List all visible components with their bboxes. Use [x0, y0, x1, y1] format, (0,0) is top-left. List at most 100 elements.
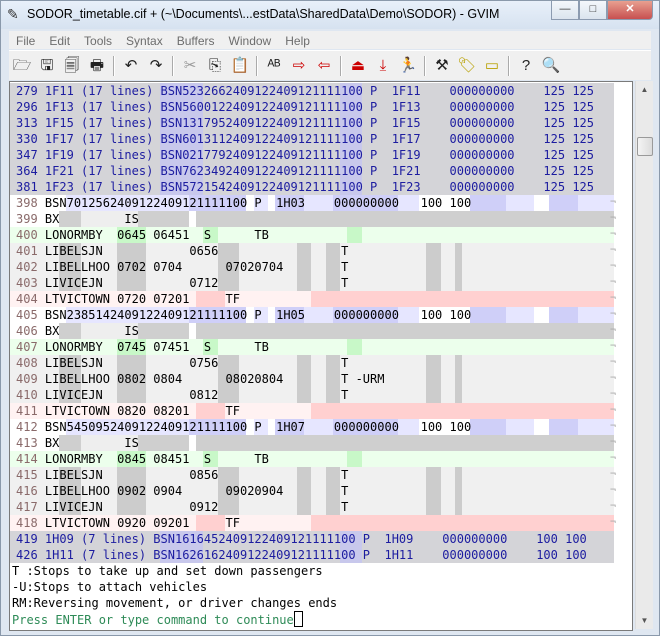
syntax-highlight — [325, 259, 340, 275]
text-line[interactable]: 398 BSN7012562409122409121111100 P 1H03 … — [10, 195, 614, 211]
save-all-icon[interactable]: 🗐 — [64, 56, 80, 74]
text-line[interactable]: 403 LIVICEJN 0712 T — [10, 275, 614, 291]
syntax-highlight — [332, 307, 398, 323]
folded-line[interactable]: 419 1H09 (7 lines) BSN161645240912240912… — [10, 531, 614, 547]
text-editor[interactable]: 279 1F11 (17 lines) BSN52326624091224091… — [9, 81, 633, 631]
find-help-icon[interactable]: 🔍 — [541, 56, 561, 74]
syntax-highlight — [325, 387, 340, 403]
folded-line[interactable]: 279 1F11 (17 lines) BSN52326624091224091… — [10, 83, 614, 99]
folded-line[interactable]: 426 1H11 (7 lines) BSN162616240912240912… — [10, 547, 614, 563]
copy-icon[interactable]: ⎘ — [208, 56, 221, 74]
run-script-icon[interactable]: 🏃 — [398, 56, 418, 74]
syntax-highlight — [138, 435, 189, 451]
close-button[interactable]: ✕ — [607, 1, 653, 20]
line-text: 1H09 (7 lines) BSN1616452409122409121111… — [44, 532, 587, 546]
syntax-highlight — [217, 259, 240, 275]
replace-icon[interactable]: ᴬᴮ — [267, 56, 281, 74]
syntax-highlight — [455, 355, 463, 371]
syntax-highlight — [196, 515, 225, 531]
maximize-button[interactable]: □ — [579, 1, 607, 20]
syntax-highlight — [455, 387, 463, 403]
syntax-highlight — [469, 307, 506, 323]
text-line[interactable]: 415 LIBELSJN 0856 T — [10, 467, 614, 483]
undo-icon[interactable]: ↶ — [124, 56, 138, 74]
text-line[interactable]: 405 BSN2385142409122409121111100 P 1H05 … — [10, 307, 614, 323]
text-line[interactable]: 399 BX IS — [10, 211, 614, 227]
save-icon[interactable]: 🖫 — [40, 56, 54, 74]
scroll-up-button[interactable]: ▲ — [640, 85, 649, 94]
make-icon[interactable]: ⚒ — [435, 56, 449, 74]
text-line[interactable]: 400 LONORMBY 0645 06451 S TB — [10, 227, 614, 243]
syntax-highlight — [340, 147, 362, 163]
toolbar-separator — [172, 55, 174, 76]
menu-buffers[interactable]: Buffers — [176, 34, 215, 48]
eol-marker: ¬ — [610, 453, 617, 464]
help-icon[interactable]: ? — [521, 56, 531, 74]
syntax-highlight — [304, 195, 333, 211]
menu-file[interactable]: File — [16, 34, 36, 48]
text-line[interactable]: 417 LIVICEJN 0912 T — [10, 499, 614, 515]
command-prompt[interactable]: Press ENTER or type command to continue — [12, 611, 303, 628]
folded-line[interactable]: 381 1F23 (17 lines) BSN57215424091224091… — [10, 179, 614, 195]
text-line[interactable]: 408 LIBELSJN 0756 T — [10, 355, 614, 371]
syntax-highlight — [469, 195, 506, 211]
message-line: RM:Reversing movement, or driver changes… — [12, 596, 338, 610]
text-line[interactable]: 404 LTVICTOWN 0720 07201 TF — [10, 291, 614, 307]
text-line[interactable]: 412 BSN5450952409122409121111100 P 1H07 … — [10, 419, 614, 435]
line-content: 408 LIBELSJN 0756 T — [16, 355, 348, 371]
folded-line[interactable]: 313 1F15 (17 lines) BSN13179524091224091… — [10, 115, 614, 131]
syntax-highlight — [325, 499, 340, 515]
syntax-highlight — [296, 483, 312, 499]
text-line[interactable]: 413 BX IS — [10, 435, 614, 451]
syntax-highlight — [325, 467, 340, 483]
eol-marker: ¬ — [610, 245, 617, 256]
line-text: LTVICTOWN 0720 07201 TF — [44, 292, 240, 306]
open-icon[interactable]: 🗁 — [12, 56, 32, 74]
scroll-down-button[interactable]: ▼ — [640, 616, 649, 625]
menu-window[interactable]: Window — [228, 34, 272, 48]
scrollbar-thumb[interactable] — [637, 137, 653, 156]
text-line[interactable]: 414 LONORMBY 0845 08451 S TB — [10, 451, 614, 467]
menu-syntax[interactable]: Syntax — [126, 34, 163, 48]
text-line[interactable]: 411 LTVICTOWN 0820 08201 TF — [10, 403, 614, 419]
text-line[interactable]: 418 LTVICTOWN 0920 09201 TF — [10, 515, 614, 531]
text-line[interactable]: 416 LIBELLHOO 0902 0904 09020904 T — [10, 483, 614, 499]
toolbar-separator — [256, 55, 258, 76]
text-line[interactable]: 402 LIBELLHOO 0702 0704 07020704 T — [10, 259, 614, 275]
text-line[interactable]: 401 LIBELSJN 0656 T — [10, 243, 614, 259]
print-icon[interactable]: 🖶 — [89, 56, 105, 74]
save-session-icon[interactable]: ⤓ — [379, 56, 387, 74]
syntax-highlight — [188, 307, 247, 323]
folded-line[interactable]: 347 1F19 (17 lines) BSN02177924091224091… — [10, 147, 614, 163]
text-line[interactable]: 409 LIBELLHOO 0802 0804 08020804 T -URM — [10, 371, 614, 387]
line-content: 402 LIBELLHOO 0702 0704 07020704 T — [16, 259, 348, 275]
text-line[interactable]: 407 LONORMBY 0745 07451 S TB — [10, 339, 614, 355]
syntax-highlight — [116, 451, 146, 467]
syntax-highlight — [217, 483, 240, 499]
folded-line[interactable]: 296 1F13 (17 lines) BSN56001224091224091… — [10, 99, 614, 115]
menu-edit[interactable]: Edit — [49, 34, 71, 48]
paste-icon[interactable]: 📋 — [230, 56, 250, 74]
text-line[interactable]: 406 BX IS — [10, 323, 614, 339]
load-session-icon[interactable]: ⏏ — [350, 56, 366, 74]
line-content: 418 LTVICTOWN 0920 09201 TF — [16, 515, 240, 531]
jump-tag-icon[interactable]: ▭ — [484, 56, 500, 74]
build-tags-icon[interactable]: 🏷 — [457, 56, 477, 74]
find-prev-icon[interactable]: ⇦ — [317, 56, 331, 74]
redo-icon[interactable]: ↷ — [149, 56, 163, 74]
menu-tools[interactable]: Tools — [84, 34, 113, 48]
folded-line[interactable]: 364 1F21 (17 lines) BSN76234924091224091… — [10, 163, 614, 179]
line-text: LIVICEJN 0812 T — [44, 388, 349, 402]
minimize-button[interactable]: — — [551, 1, 579, 20]
cut-icon[interactable]: ✂ — [183, 56, 197, 74]
syntax-highlight — [311, 515, 614, 531]
vertical-scrollbar[interactable]: ▲ ▼ — [635, 81, 653, 629]
line-text: LONORMBY 0645 06451 S TB — [44, 228, 269, 242]
menu-help[interactable]: Help — [285, 34, 310, 48]
text-line[interactable]: 410 LIVICEJN 0812 T — [10, 387, 614, 403]
find-next-icon[interactable]: ⇨ — [292, 56, 306, 74]
syntax-highlight — [469, 419, 506, 435]
line-content: 412 BSN5450952409122409121111100 P 1H07 … — [16, 419, 471, 435]
folded-line[interactable]: 330 1F17 (17 lines) BSN60131124091224091… — [10, 131, 614, 147]
syntax-highlight — [116, 483, 146, 499]
